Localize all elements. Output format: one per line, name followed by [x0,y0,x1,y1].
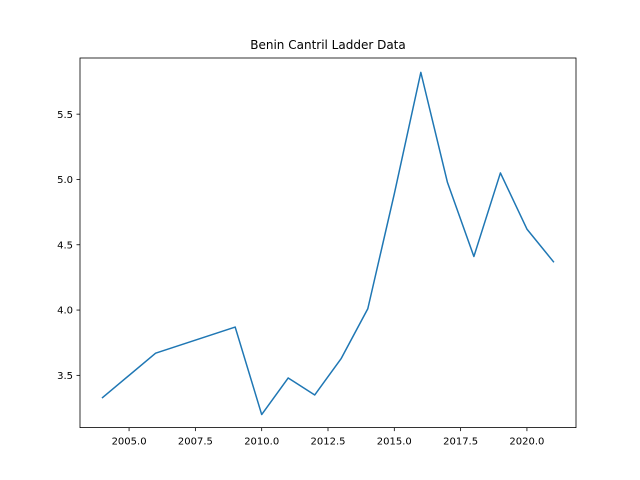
x-tick-label: 2012.5 [311,437,346,448]
x-tick-label: 2017.5 [443,437,478,448]
data-point [553,261,555,263]
data-point [394,193,396,195]
data-point [102,397,104,399]
data-point [340,358,342,360]
data-point [367,308,369,310]
x-tick-label: 2015.0 [377,437,412,448]
data-point [473,256,475,258]
x-tick-label: 2007.5 [178,437,213,448]
data-point [420,72,422,74]
y-tick-label: 5.5 [57,110,73,121]
data-point [500,172,502,174]
data-point [287,377,289,379]
y-tick-label: 5.0 [57,175,73,186]
y-tick-label: 3.5 [57,371,73,382]
data-point [261,414,263,416]
plot-area: 2005.0 2007.5 2010.0 2012.5 2015.0 2017.5 2020… [57,71,555,448]
x-tick-label: 2010.0 [244,437,279,448]
chart-title: Benin Cantril Ladder Data [250,38,406,52]
data-point [234,326,236,328]
y-tick-label: 4.0 [57,306,73,317]
data-point [526,228,528,230]
data-point [314,394,316,396]
series-line-0 [101,71,555,416]
axes-frame [79,57,577,429]
y-tick-label: 4.5 [57,240,73,251]
data-point [155,352,157,354]
x-tick-label: 2005.0 [112,437,147,448]
x-tick-label: 2020.0 [509,437,544,448]
data-point [447,181,449,183]
